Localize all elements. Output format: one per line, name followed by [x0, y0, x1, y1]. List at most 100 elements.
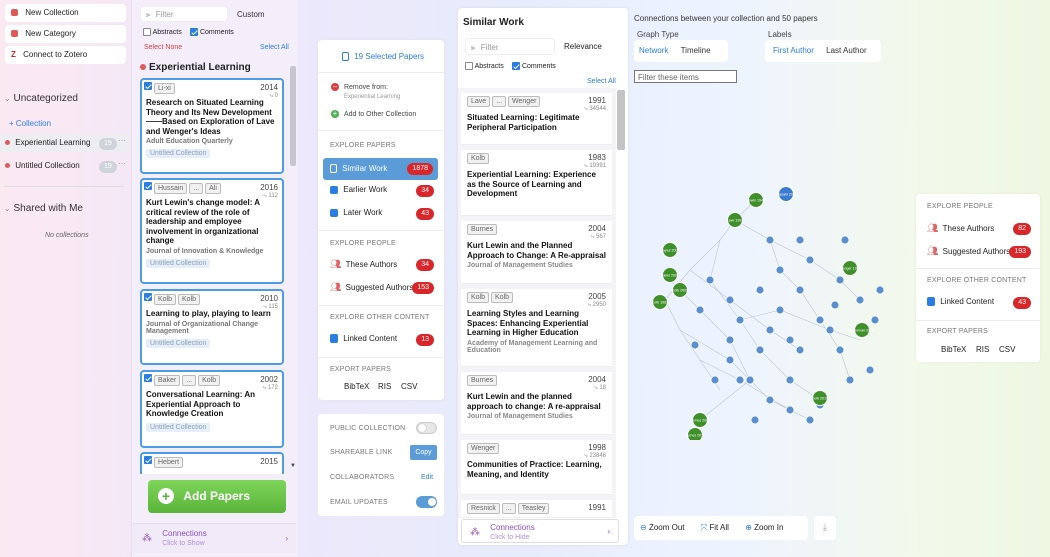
graph-export-bibtex[interactable]: BibTeX [941, 345, 967, 354]
zoom-out-button[interactable]: ⊖ Zoom Out [640, 523, 685, 532]
graph-node[interactable] [830, 300, 840, 310]
first-author-tab[interactable]: First Author [773, 46, 814, 55]
similar-paper-card[interactable]: Wenger 1998 ⤷ 23846 Communities of Practi… [461, 440, 612, 495]
author-tag[interactable]: Kolb [198, 375, 221, 386]
download-button[interactable]: ⤓ [814, 516, 836, 540]
timeline-tab[interactable]: Timeline [680, 46, 711, 55]
author-tag[interactable]: Li-xi [154, 83, 175, 94]
graph-node[interactable] [805, 255, 815, 265]
last-author-tab[interactable]: Last Author [826, 46, 867, 55]
add-collection-link[interactable]: + Collection [9, 119, 52, 128]
paper-collection-tag[interactable]: Untitled Collection [146, 258, 211, 268]
author-tag[interactable]: Kolb [467, 292, 490, 303]
paper-card[interactable]: Kolb Kolb 2010 ⤷ 115 Learning to play, pla… [140, 289, 284, 365]
graph-node-labeled[interactable] [692, 412, 708, 428]
similar-paper-card[interactable]: Lave... Wenger 1991 ⤷ 34544 Situated Learn… [461, 93, 612, 145]
graph-node[interactable] [845, 375, 855, 385]
export-csv-button[interactable]: CSV [401, 382, 418, 391]
author-tag[interactable]: Kolb [467, 153, 490, 164]
similar-work-button[interactable]: Similar Work 1878 [323, 158, 438, 180]
similar-paper-card[interactable]: Kolb Kolb 2005 ⤷ 2950 Learning Styles and … [461, 289, 612, 367]
graph-node[interactable] [690, 340, 700, 350]
author-tag[interactable]: Teasley [517, 503, 550, 514]
copy-link-button[interactable]: Copy [410, 445, 437, 460]
paper-title[interactable]: Learning to play, playing to learn [146, 309, 271, 318]
author-tag[interactable]: Lave [467, 96, 491, 107]
sort-select[interactable]: Custom [237, 10, 265, 19]
network-graph[interactable]: Lave 1991 Lewin 1947 Hussain 2016 Kayes 200… [640, 180, 900, 440]
graph-node[interactable] [725, 335, 735, 345]
author-tag[interactable]: Hebert [154, 457, 184, 468]
similar-select-all-link[interactable]: Select All [587, 78, 616, 85]
graph-node[interactable] [725, 355, 735, 365]
graph-node-labeled[interactable] [662, 242, 678, 258]
paper-card[interactable]: Li-xi 2014 ⤷ 0 Research on Situated Learn… [140, 78, 284, 174]
network-tab[interactable]: Network [639, 46, 669, 55]
public-collection-toggle[interactable] [416, 422, 437, 434]
graph-node-labeled[interactable] [687, 427, 703, 441]
author-tag[interactable]: Burnes [467, 375, 498, 386]
graph-node[interactable] [855, 295, 865, 305]
graph-node[interactable] [775, 265, 785, 275]
sidebar-item-experiential-learning[interactable]: Experiential Learning 19 ··· [0, 134, 130, 152]
graph-node[interactable] [775, 305, 785, 315]
author-tag[interactable]: ... [182, 375, 197, 386]
paper-card[interactable]: Hussain... Ali 2016 ⤷ 112 Kurt Lewin's cha… [140, 178, 284, 284]
graph-node[interactable] [765, 235, 775, 245]
connections-toggle[interactable]: ⁂ Connections Click to Show › [132, 523, 296, 553]
graph-node[interactable] [710, 375, 720, 385]
graph-node[interactable] [795, 345, 805, 355]
graph-node[interactable] [805, 415, 815, 425]
collection-scrollbar[interactable] [290, 66, 296, 166]
similar-comments-checkbox[interactable]: Comments [512, 62, 556, 70]
similar-connections-toggle[interactable]: ⁂ Connections Click to Hide › [461, 519, 619, 543]
graph-node[interactable] [735, 315, 745, 325]
fit-all-button[interactable]: ⤧ Fit All [701, 523, 729, 532]
zoom-in-button[interactable]: ⊕ Zoom In [745, 523, 783, 532]
these-authors-button[interactable]: 👥︎ These Authors 34 [330, 259, 434, 273]
paper-card[interactable]: Hebert 2015 [140, 452, 284, 474]
graph-node[interactable] [745, 375, 755, 385]
author-tag[interactable]: Burnes [467, 224, 498, 235]
select-all-link[interactable]: Select All [260, 44, 289, 51]
edit-collaborators-link[interactable]: Edit [421, 474, 434, 481]
author-tag[interactable]: Hussain [154, 183, 188, 194]
paper-title[interactable]: Learning Styles and Learning Spaces: Enh… [467, 309, 589, 337]
graph-node-labeled[interactable] [812, 390, 828, 406]
export-ris-button[interactable]: RIS [378, 382, 392, 391]
graph-node-labeled[interactable] [854, 322, 870, 338]
new-category-button[interactable]: New Category [5, 25, 126, 43]
graph-node[interactable] [735, 375, 745, 385]
paper-title[interactable]: Kurt Lewin and the Planned Approach to C… [467, 241, 606, 260]
suggested-authors-button[interactable]: 👥︎ Suggested Authors 153 [330, 282, 434, 296]
graph-node[interactable] [785, 375, 795, 385]
graph-node[interactable] [750, 415, 760, 425]
graph-node[interactable] [765, 325, 775, 335]
author-tag[interactable]: Wenger [508, 96, 541, 107]
similar-scrollbar[interactable] [617, 90, 625, 150]
similar-paper-card[interactable]: Kolb 1983 ⤷ 19391 Experiential Learning: … [461, 150, 612, 216]
graph-node-labeled[interactable] [748, 192, 764, 208]
graph-export-ris[interactable]: RIS [976, 345, 990, 354]
comments-checkbox[interactable]: Comments [190, 28, 234, 36]
graph-node-labeled[interactable] [672, 282, 688, 298]
paper-collection-tag[interactable]: Untitled Collection [146, 149, 211, 158]
author-tag[interactable]: ... [189, 183, 204, 194]
author-tag[interactable]: Kolb [154, 294, 177, 305]
graph-node[interactable] [785, 405, 795, 415]
graph-node[interactable] [765, 395, 775, 405]
add-papers-button[interactable]: + Add Papers [148, 480, 286, 513]
graph-these-authors-button[interactable]: 👥︎ These Authors 82 [927, 223, 1031, 237]
relevance-select[interactable]: Relevance [564, 42, 602, 51]
author-tag[interactable]: Resnick [467, 503, 500, 514]
graph-node-labeled[interactable] [778, 186, 794, 202]
author-tag[interactable]: Wenger [467, 443, 500, 454]
graph-suggested-authors-button[interactable]: 👥︎ Suggested Authors 193 [927, 246, 1031, 260]
uncategorized-header[interactable]: ⌄ Uncategorized [4, 93, 78, 104]
paper-title[interactable]: Kurt Lewin's change model: A critical re… [146, 198, 260, 245]
graph-node[interactable] [705, 275, 715, 285]
remove-from-button[interactable]: – Remove from: Experiential Learning [331, 83, 400, 102]
graph-node[interactable] [695, 305, 705, 315]
connect-zotero-button[interactable]: Z Connect to Zotero [5, 46, 126, 64]
paper-title[interactable]: Experiential Learning: Experience as the… [467, 170, 596, 198]
